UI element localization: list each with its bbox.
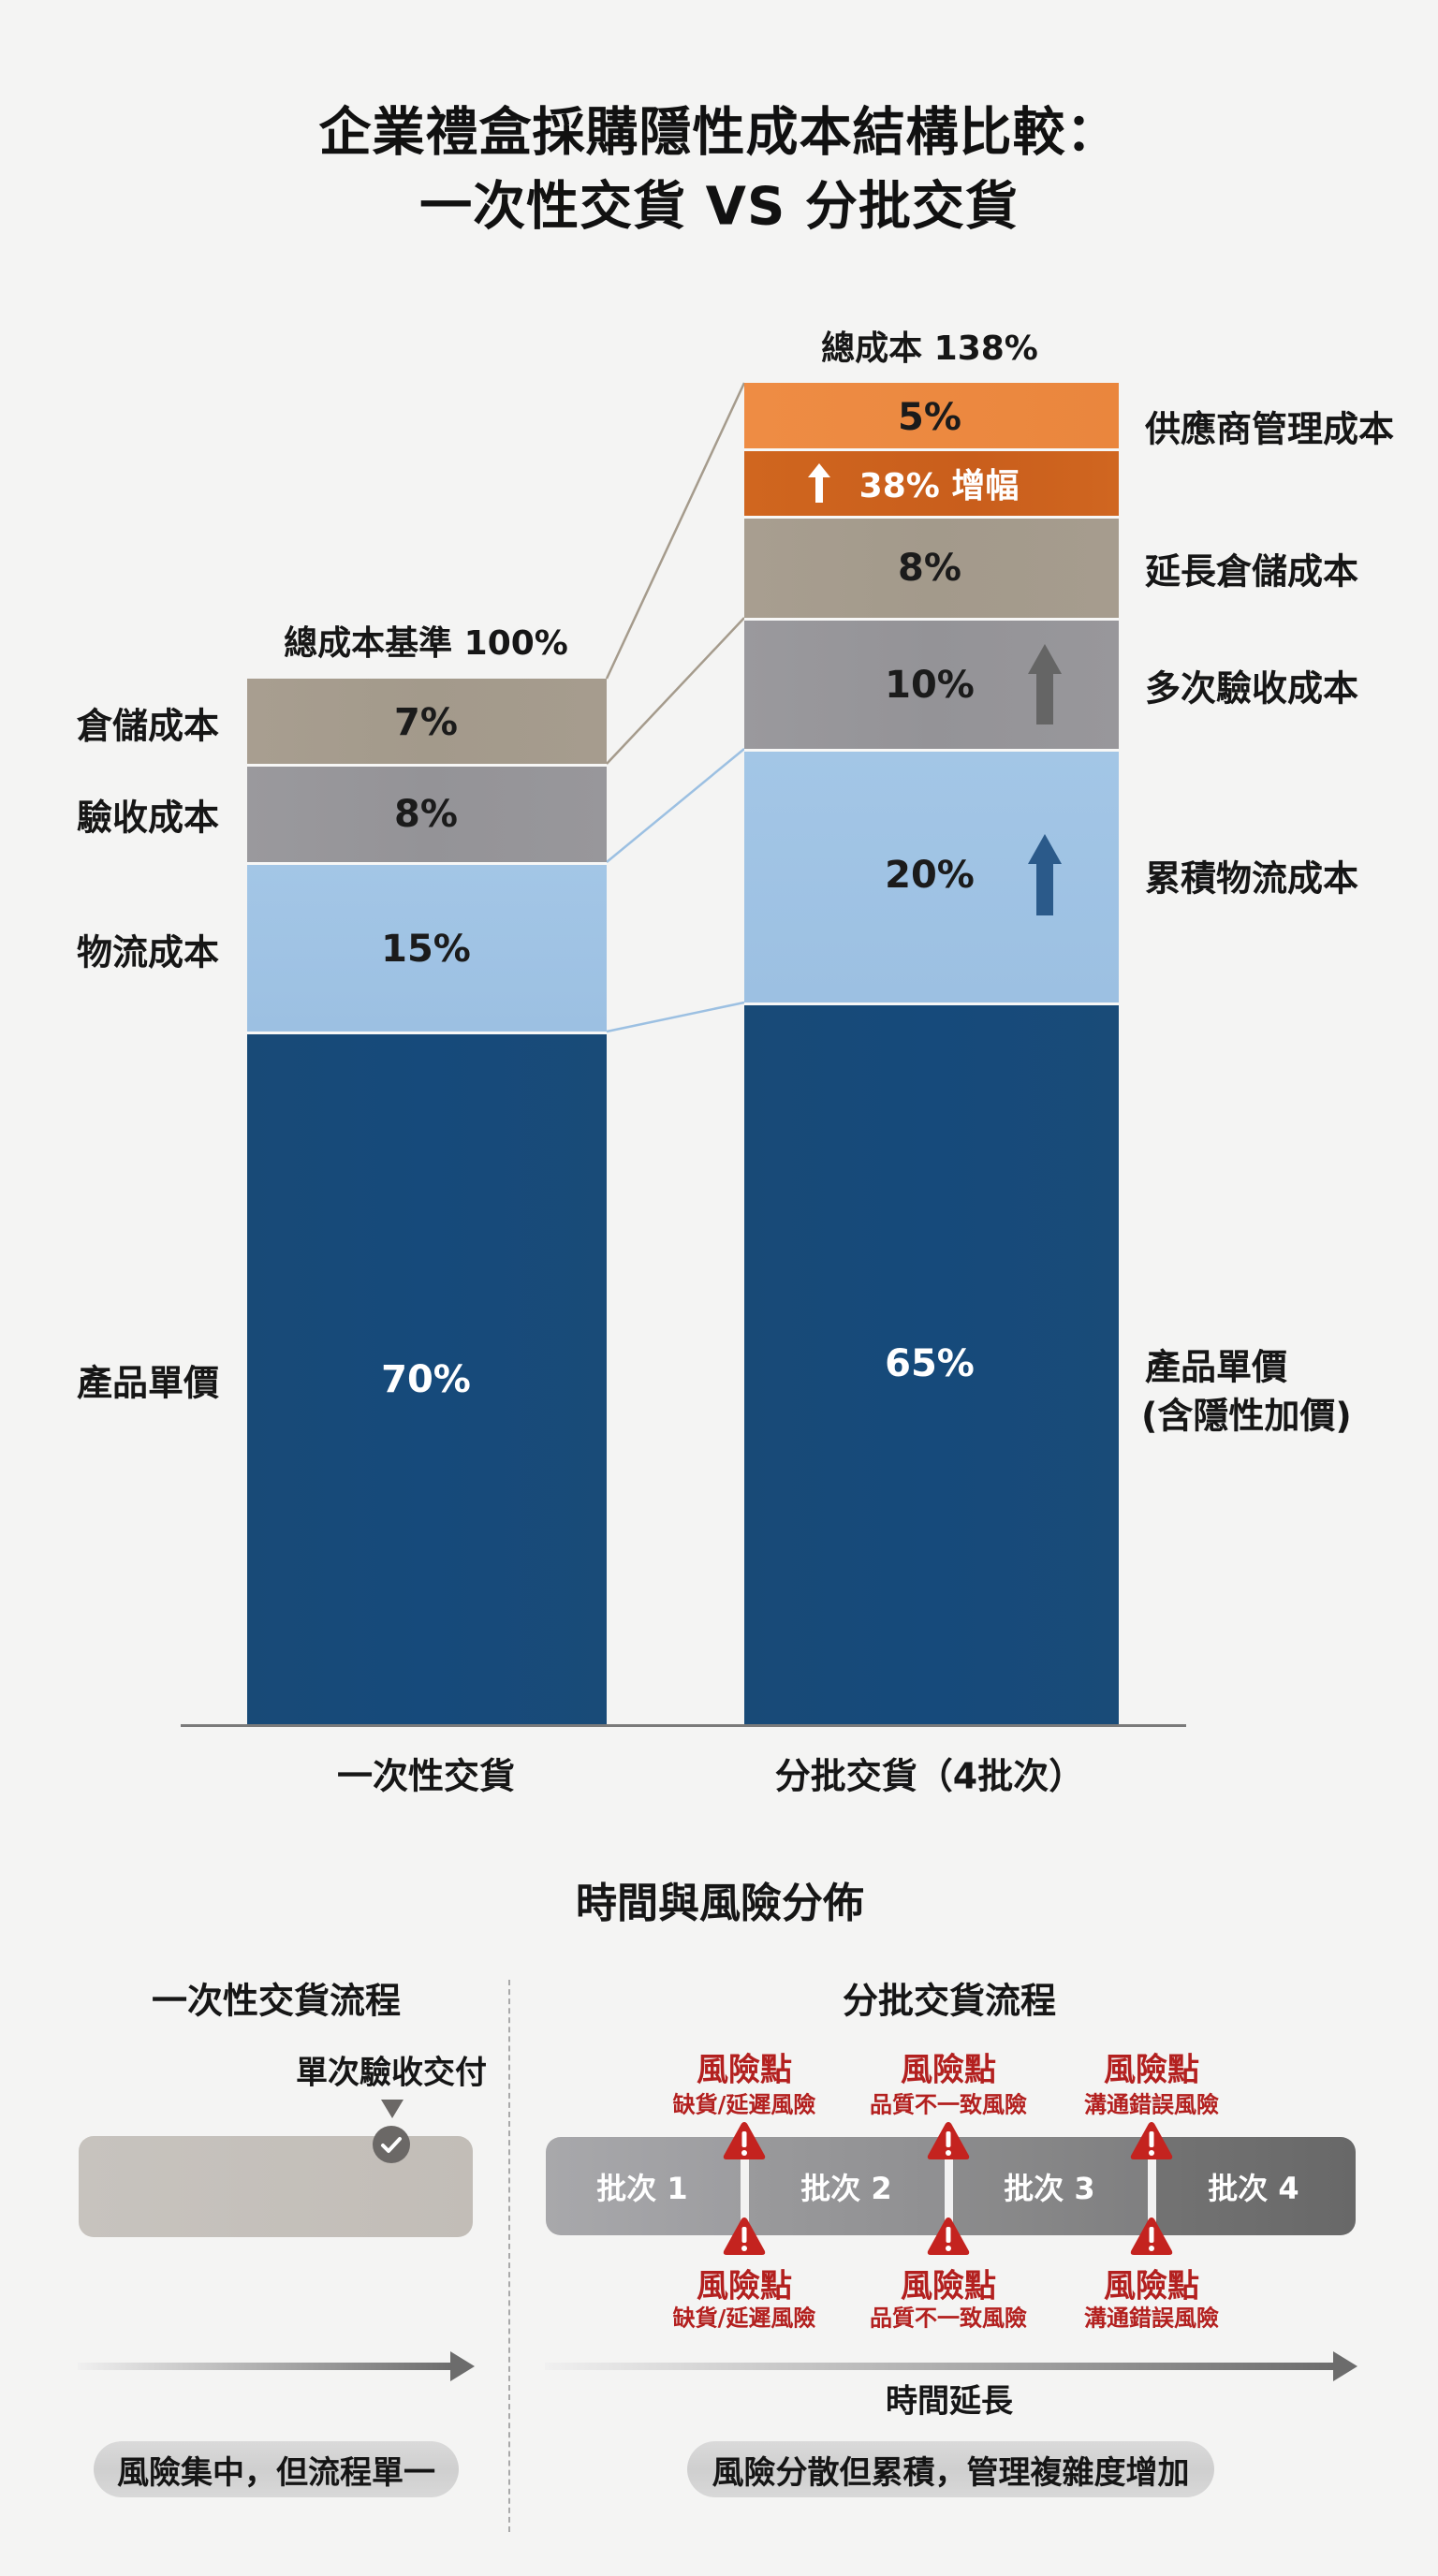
batch-divider-3 xyxy=(1148,2137,1156,2235)
warning-icon xyxy=(1130,2217,1173,2255)
left-segment-storage xyxy=(247,679,607,765)
x-axis-label-single: 一次性交貨 xyxy=(336,1755,516,1797)
batch-divider-1 xyxy=(741,2137,749,2235)
time-extension-label: 時間延長 xyxy=(886,2382,1013,2421)
single-time-arrow-icon xyxy=(78,2351,475,2381)
batch-segment-3 xyxy=(948,2137,1152,2235)
batch-timeline-bar xyxy=(546,2137,1356,2235)
right-value-supplier: 5% xyxy=(898,396,961,439)
right-label-product: 產品單價 xyxy=(1145,1346,1288,1388)
x-axis-line xyxy=(181,1724,1186,1727)
connector-line-logistics xyxy=(606,1001,745,1033)
warning-icon xyxy=(927,2122,970,2159)
left-value-logistics: 15% xyxy=(381,928,471,971)
risk-bottom-2-detail: 品質不一致風險 xyxy=(870,2305,1027,2332)
left-value-inspection: 8% xyxy=(394,793,458,836)
batch-time-arrow-icon xyxy=(545,2351,1357,2381)
right-value-storage: 8% xyxy=(898,547,961,590)
left-total-label: 總成本基準 100% xyxy=(284,624,568,663)
left-segment-logistics xyxy=(247,862,607,1032)
batch-summary-text: 風險分散但累積，管理複雜度增加 xyxy=(712,2453,1190,2492)
risk-bottom-3-label: 風險點 xyxy=(1104,2267,1199,2305)
check-circle-icon xyxy=(373,2126,410,2163)
warning-icon xyxy=(1130,2122,1173,2159)
risk-bottom-1-label: 風險點 xyxy=(697,2267,792,2305)
right-segment-product xyxy=(744,1003,1119,1725)
right-value-inspection: 10% xyxy=(885,664,975,707)
risk-top-2-label: 風險點 xyxy=(901,2051,996,2089)
connector-line-inspection xyxy=(606,748,745,863)
left-segment-inspection xyxy=(247,764,607,863)
right-label-storage: 延長倉儲成本 xyxy=(1145,550,1359,593)
connector-line-storage xyxy=(606,617,745,765)
right-value-product: 65% xyxy=(885,1342,975,1385)
single-delivery-box xyxy=(79,2136,473,2237)
risk-top-3-detail: 溝通錯誤風險 xyxy=(1084,2091,1219,2118)
right-label-logistics: 累積物流成本 xyxy=(1145,857,1359,900)
risk-bottom-1-detail: 缺貨/延遲風險 xyxy=(672,2305,816,2332)
warning-icon xyxy=(927,2217,970,2255)
single-summary-text: 風險集中，但流程單一 xyxy=(117,2453,435,2492)
risk-bottom-3-detail: 溝通錯誤風險 xyxy=(1084,2305,1219,2332)
warning-icon xyxy=(723,2122,766,2159)
connector-lines xyxy=(605,382,746,1033)
increase-up-arrow-icon xyxy=(808,463,830,503)
inspection-up-arrow-icon xyxy=(1028,644,1062,724)
connector-line-total xyxy=(605,382,746,680)
x-axis-label-batch: 分批交貨（4批次） xyxy=(774,1755,1085,1797)
batch-label-3: 批次 3 xyxy=(1004,2171,1095,2206)
left-label-product: 產品單價 xyxy=(77,1362,220,1404)
single-milestone-label: 單次驗收交付 xyxy=(296,2054,487,2092)
left-label-inspection: 驗收成本 xyxy=(77,797,220,839)
risk-top-3-label: 風險點 xyxy=(1104,2051,1199,2089)
batch-label-2: 批次 2 xyxy=(800,2171,892,2206)
right-label-inspection: 多次驗收成本 xyxy=(1145,667,1359,710)
single-summary-pill: 風險集中，但流程單一 xyxy=(94,2441,459,2497)
right-label-supplier: 供應商管理成本 xyxy=(1145,408,1395,450)
warning-icon xyxy=(723,2217,766,2255)
right-label-product-note: (含隱性加價) xyxy=(1141,1395,1352,1437)
left-label-logistics: 物流成本 xyxy=(77,931,220,973)
batch-label-1: 批次 1 xyxy=(596,2171,688,2206)
left-value-product: 70% xyxy=(381,1358,471,1401)
left-value-storage: 7% xyxy=(394,701,458,744)
batch-divider-2 xyxy=(945,2137,953,2235)
right-value-logistics: 20% xyxy=(885,854,975,897)
batch-summary-pill: 風險分散但累積，管理複雜度增加 xyxy=(687,2441,1214,2497)
timeline-section-title: 時間與風險分佈 xyxy=(576,1880,864,1927)
batch-segment-2 xyxy=(744,2137,948,2235)
batch-flow-title: 分批交貨流程 xyxy=(842,1980,1057,2022)
single-flow-title: 一次性交貨流程 xyxy=(151,1980,402,2022)
batch-segment-1 xyxy=(546,2137,744,2235)
right-segment-inspection xyxy=(744,618,1119,750)
left-label-storage: 倉儲成本 xyxy=(77,705,220,747)
increase-label: 38% 增幅 xyxy=(858,467,1020,505)
page-title-line-2: 一次性交貨 VS 分批交貨 xyxy=(419,176,1019,238)
section-divider xyxy=(508,1980,510,2532)
risk-bottom-2-label: 風險點 xyxy=(901,2267,996,2305)
batch-segment-4 xyxy=(1152,2137,1356,2235)
right-total-label: 總成本 138% xyxy=(821,329,1038,368)
risk-top-1-detail: 缺貨/延遲風險 xyxy=(672,2091,816,2118)
left-segment-product xyxy=(247,1032,607,1725)
logistics-up-arrow-icon xyxy=(1028,834,1062,915)
page-title-line-1: 企業禮盒採購隱性成本結構比較： xyxy=(318,102,1120,164)
batch-label-4: 批次 4 xyxy=(1208,2171,1299,2206)
right-segment-increase-band xyxy=(744,448,1119,517)
right-segment-storage xyxy=(744,516,1119,619)
risk-top-1-label: 風險點 xyxy=(697,2051,792,2089)
right-segment-supplier xyxy=(744,383,1119,449)
right-segment-logistics xyxy=(744,749,1119,1003)
pointer-down-icon xyxy=(381,2100,404,2118)
risk-top-2-detail: 品質不一致風險 xyxy=(870,2091,1027,2118)
